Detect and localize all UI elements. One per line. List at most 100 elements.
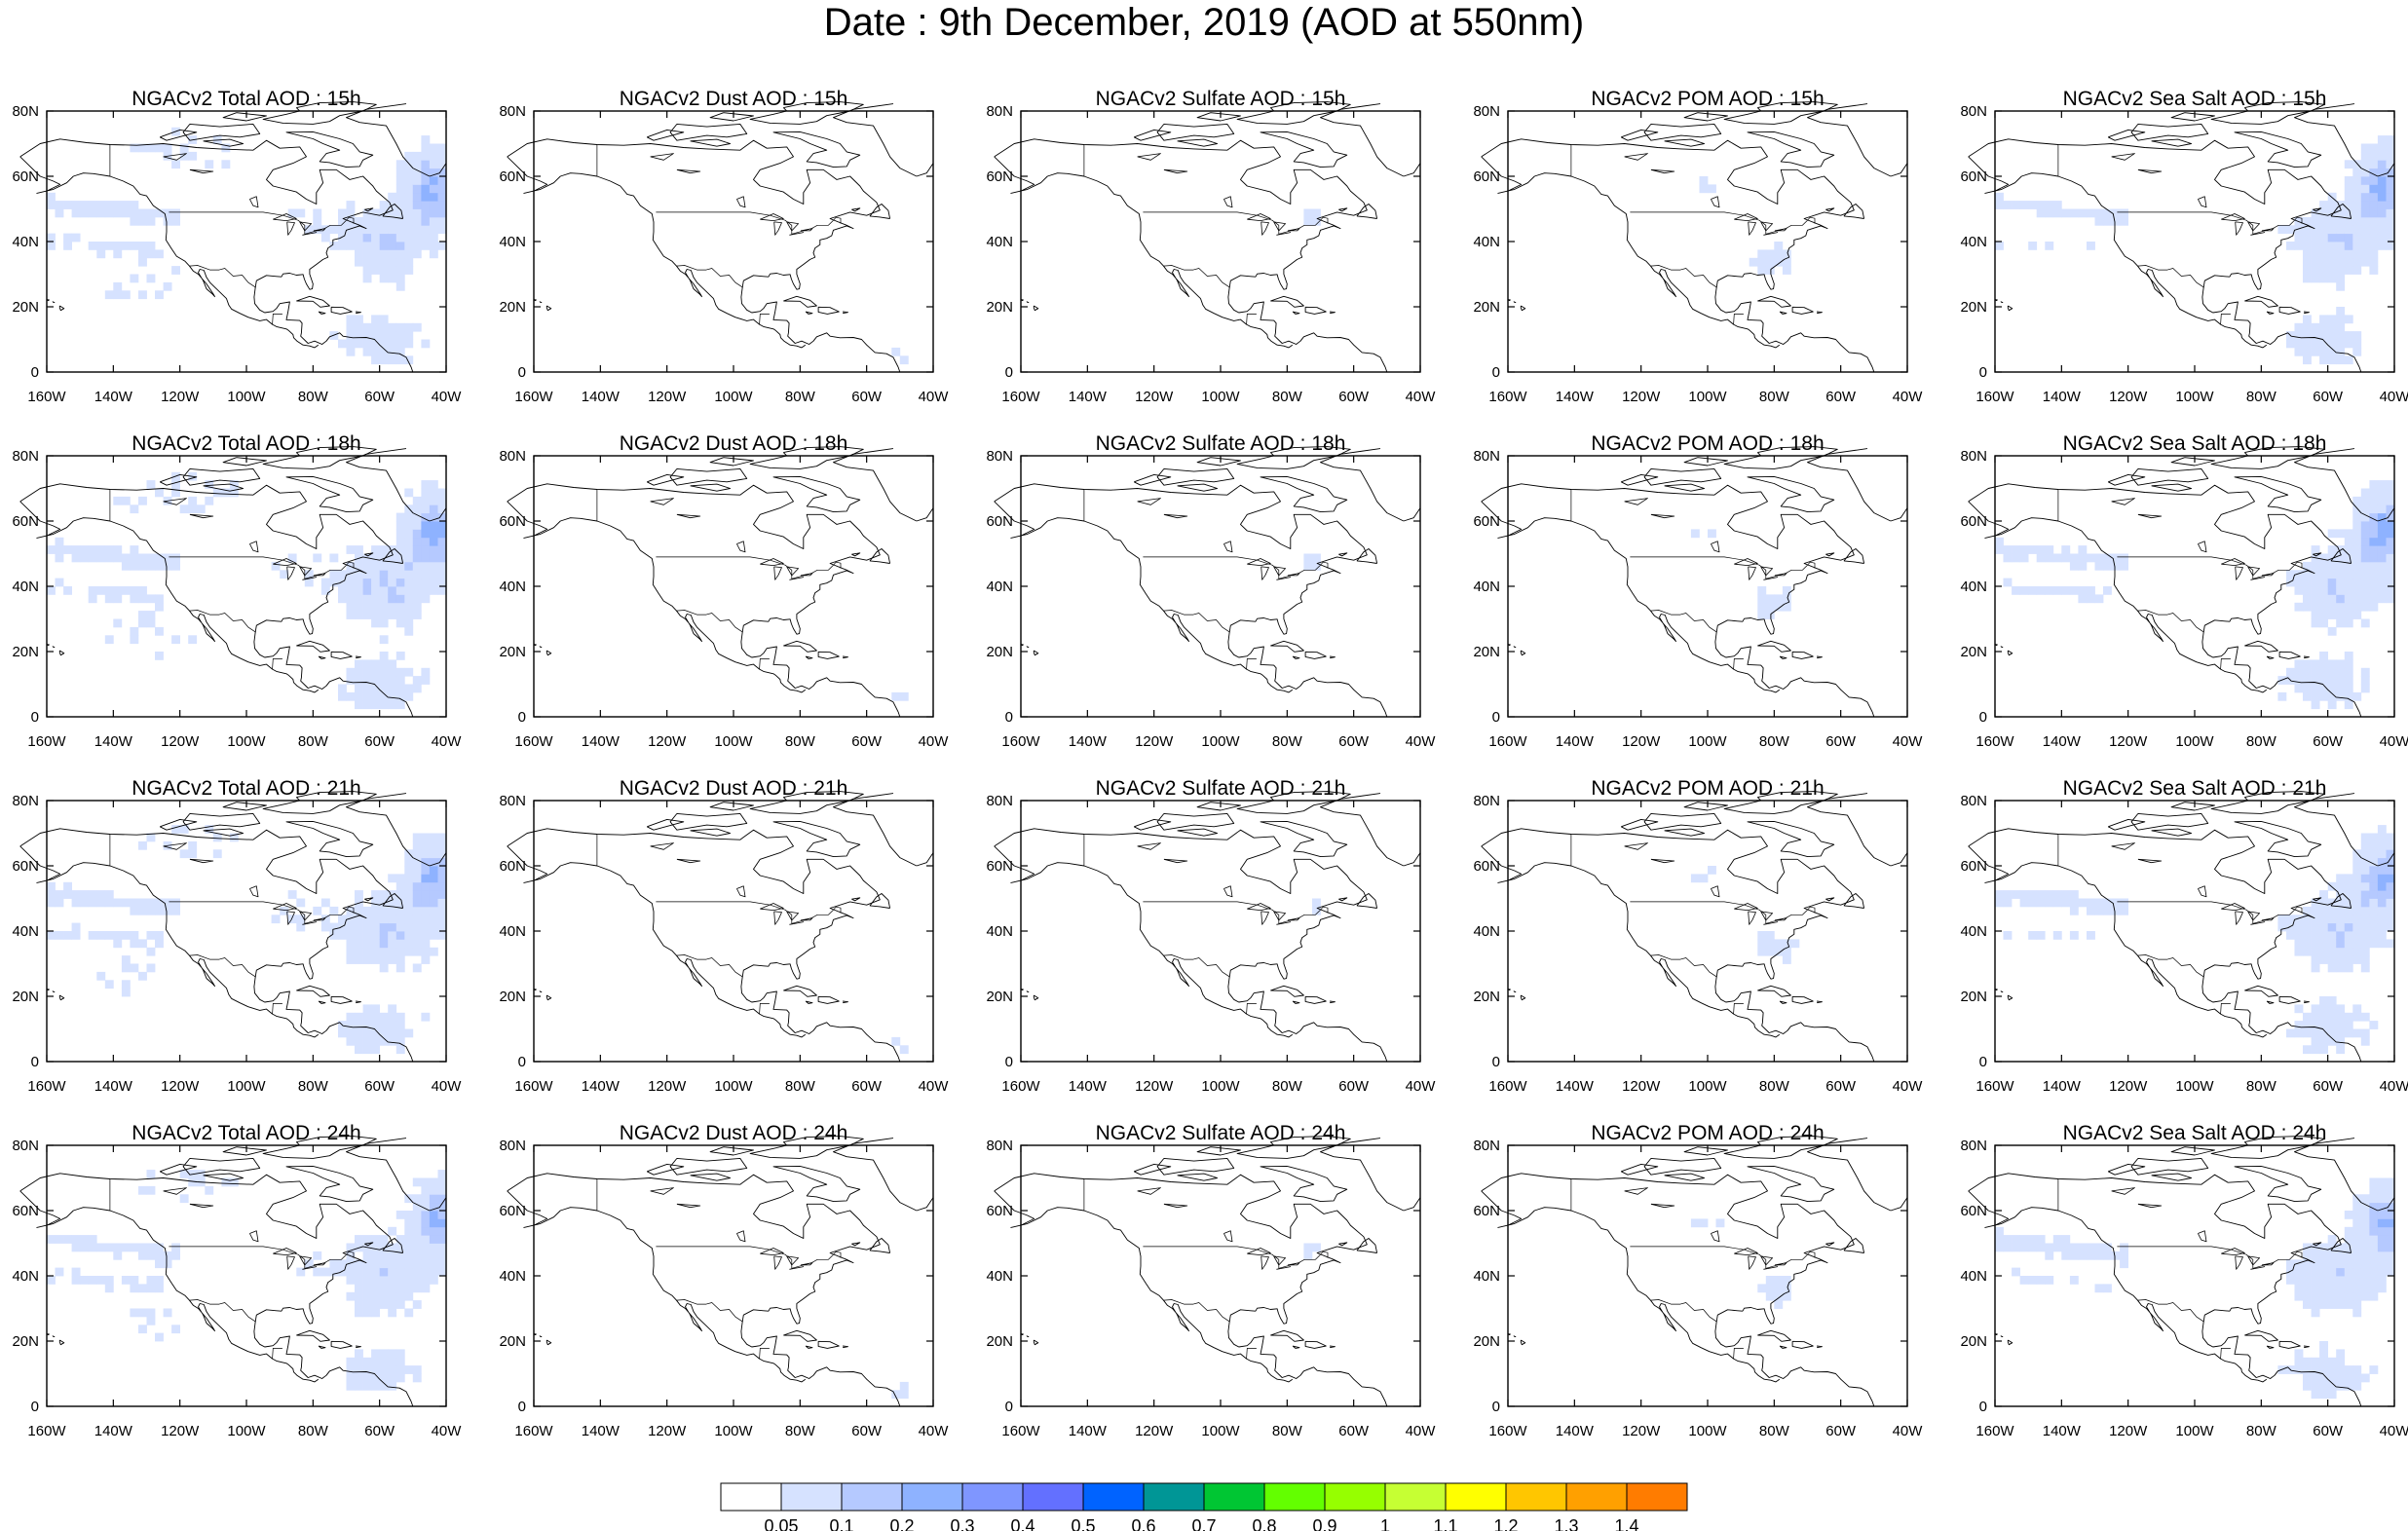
aod-cell [2344,1028,2353,1038]
aod-cell [2087,586,2095,595]
aod-cell [437,1170,447,1178]
aod-cell [280,906,289,915]
aod-cell [2369,151,2379,161]
aod-cell [2045,890,2054,899]
aod-cell [2352,1251,2362,1260]
aod-cell [388,561,397,571]
aod-cell [2311,1308,2320,1318]
aod-cell [2052,201,2062,209]
aod-cell [2303,691,2312,701]
aod-cell [1765,1276,1775,1285]
aod-cell [412,922,422,932]
x-tick-label: 140W [1556,389,1595,405]
coastline [507,156,807,349]
aod-cell [404,578,414,587]
coastline [1338,207,1348,212]
aod-cell [404,151,414,161]
aod-cell [421,160,431,169]
aod-cell [371,578,380,587]
y-tick-label: 0 [31,1054,39,1070]
aod-cell [2377,184,2387,194]
aod-cell [2336,931,2346,940]
aod-cell [2003,1243,2013,1252]
aod-cell [2377,208,2387,218]
coastline [843,1345,848,1349]
lake-outline [302,1266,318,1270]
aod-cell [379,339,389,349]
coastline [1620,818,1659,831]
aod-cell [88,890,97,899]
aod-cell [113,242,123,250]
coastline [833,793,918,867]
aod-cell [2028,931,2038,940]
aod-cell [2336,1036,2346,1046]
aod-cell [2319,1243,2328,1252]
aod-cell [2069,208,2079,218]
aod-cell [1782,955,1791,964]
aod-cell [404,537,414,546]
aod-cell [371,618,380,628]
lake-outline [786,1255,799,1266]
aod-shading [47,1170,447,1391]
aod-cell [338,242,347,250]
aod-cell [388,1349,397,1359]
aod-cell [2327,355,2337,365]
aod-cell [429,570,438,579]
country-border [656,211,842,235]
aod-cell [47,1276,56,1285]
lake-outline [273,903,297,911]
aod-cell [388,931,397,940]
lake-outline [273,558,297,566]
aod-cell [104,586,114,595]
aod-cell [355,667,363,677]
coastline [1747,1165,1835,1203]
aod-cell [2344,1226,2353,1236]
aod-cell [2386,570,2395,579]
y-tick-label: 80N [12,103,39,120]
aod-cell [80,1235,90,1244]
aod-cell [2369,488,2379,498]
aod-cell [412,1218,422,1228]
coastline [646,129,685,141]
aod-cell [146,1316,156,1326]
aod-cell [412,242,422,250]
y-tick-label: 60N [499,168,526,185]
aod-cell [388,700,397,710]
lake-outline [299,566,312,577]
aod-cell [2336,216,2346,226]
aod-cell [2386,1185,2395,1195]
aod-cell [2360,1267,2370,1277]
aod-cell [2386,225,2395,235]
aod-cell [2360,833,2370,842]
aod-cell [437,890,447,899]
aod-cell [130,963,139,973]
coastline [222,112,267,122]
coastline [805,311,813,315]
coastline [1481,828,1873,1058]
aod-cell [362,347,372,356]
coastline [994,1173,1386,1402]
aod-cell [379,225,389,235]
lake-outline [676,1203,701,1209]
coastline [1817,311,1823,315]
coastline [1807,793,1892,867]
aod-cell [2336,691,2346,701]
coastline [330,306,353,315]
aod-cell [130,635,139,645]
aod-cell [104,1243,114,1252]
aod-cell [2336,1381,2346,1391]
aod-cell [338,339,347,349]
aod-cell [2303,216,2312,226]
aod-cell [163,143,172,153]
aod-cell [395,684,405,693]
aod-cell [304,225,314,235]
coastline [1270,1329,1304,1342]
aod-cell [379,931,389,940]
panel-title: NGACv2 Sulfate AOD : 21h [1095,777,1346,800]
aod-cell [404,1291,414,1301]
coastline [1513,1335,1517,1338]
aod-cell [2352,1028,2362,1038]
coastline [58,305,65,312]
lake-outline [2111,842,2135,850]
x-tick-label: 40W [2380,733,2408,750]
